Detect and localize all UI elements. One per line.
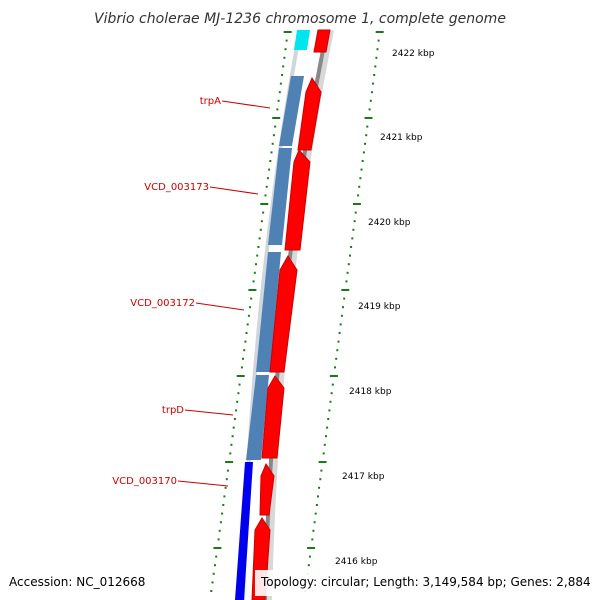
gene-trpA[interactable]	[279, 76, 304, 146]
gene-label-VCD_003173: VCD_003173	[144, 182, 209, 193]
gene-label-line	[184, 409, 234, 416]
cds-trpA[interactable]	[297, 76, 322, 151]
gene-label-line	[195, 302, 245, 311]
footer-backdrop	[255, 570, 595, 596]
gene-VCD_003170[interactable]	[235, 462, 253, 600]
gene-VCD_003173[interactable]	[268, 148, 292, 245]
gene-label-VCD_003172: VCD_003172	[130, 298, 195, 309]
scale-label-2416: 2416 kbp	[335, 557, 378, 567]
cds-VCD_003170[interactable]	[259, 462, 275, 516]
scale-label-2420: 2420 kbp	[368, 218, 411, 228]
outer-tick-ring	[304, 31, 384, 592]
cds-VCD_003172[interactable]	[269, 255, 298, 373]
scale-label-2418: 2418 kbp	[349, 387, 392, 397]
cds-top[interactable]	[313, 29, 331, 53]
scale-label-2417: 2417 kbp	[342, 472, 385, 482]
gene-label-VCD_003170: VCD_003170	[112, 476, 177, 487]
genome-summary-text: Topology: circular; Length: 3,149,584 bp…	[260, 575, 591, 589]
gene-VCD_003172[interactable]	[256, 252, 281, 372]
gene-label-trpA: trpA	[200, 96, 221, 107]
cds-trpD[interactable]	[261, 375, 285, 459]
scale-label-2422: 2422 kbp	[392, 49, 435, 59]
gene-cyan[interactable]	[294, 30, 310, 50]
accession-text: Accession: NC_012668	[9, 575, 145, 589]
map-title: Vibrio cholerae MJ-1236 chromosome 1, co…	[94, 11, 506, 27]
gene-label-line	[221, 100, 271, 109]
cds-VCD_003173[interactable]	[284, 149, 311, 251]
scale-label-2421: 2421 kbp	[380, 133, 423, 143]
gene-label-trpD: trpD	[162, 405, 184, 416]
scale-label-2419: 2419 kbp	[358, 302, 401, 312]
gene-trpD[interactable]	[246, 375, 269, 460]
gene-label-line	[209, 186, 259, 195]
gene-label-line	[177, 480, 229, 487]
gene-label-group: trpA VCD_003173 VCD_003172 trpD VCD_0031…	[112, 96, 271, 487]
inner-tick-ring	[210, 31, 292, 592]
scale-label-group: 2422 kbp 2421 kbp 2420 kbp 2419 kbp 2418…	[335, 49, 435, 567]
